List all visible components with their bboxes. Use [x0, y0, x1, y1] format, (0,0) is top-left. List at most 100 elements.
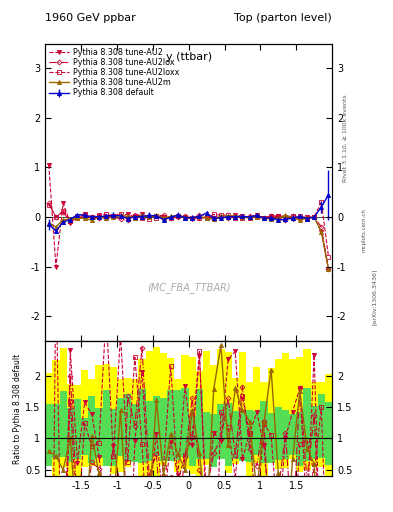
Pythia 8.308 tune-AU2loxx [111, 213, 116, 219]
Pythia 8.308 tune-AU2 [53, 264, 58, 270]
Pythia 8.308 tune-AU2 [276, 212, 281, 219]
Text: [arXiv:1306.3436]: [arXiv:1306.3436] [371, 269, 376, 325]
Pythia 8.308 tune-AU2lox [262, 215, 266, 221]
Pythia 8.308 tune-AU2lox [326, 266, 331, 272]
Pythia 8.308 tune-AU2lox [197, 212, 202, 218]
Pythia 8.308 tune-AU2m [204, 215, 209, 221]
Pythia 8.308 tune-AU2 [283, 216, 288, 222]
Pythia 8.308 tune-AU2 [219, 215, 223, 221]
Pythia 8.308 tune-AU2 [61, 200, 66, 206]
Pythia 8.308 tune-AU2 [154, 213, 159, 219]
Pythia 8.308 tune-AU2 [176, 213, 180, 219]
Pythia 8.308 tune-AU2lox [254, 213, 259, 219]
Pythia 8.308 tune-AU2m [140, 212, 144, 219]
Pythia 8.308 tune-AU2lox [168, 215, 173, 221]
Pythia 8.308 tune-AU2 [75, 212, 80, 219]
Pythia 8.308 tune-AU2lox [61, 209, 66, 215]
Pythia 8.308 tune-AU2 [147, 214, 152, 220]
Pythia 8.308 tune-AU2lox [312, 214, 316, 220]
Pythia 8.308 tune-AU2loxx [326, 253, 331, 260]
Pythia 8.308 tune-AU2m [226, 212, 230, 219]
Pythia 8.308 tune-AU2loxx [75, 215, 80, 221]
Pythia 8.308 tune-AU2m [233, 212, 238, 219]
Pythia 8.308 tune-AU2lox [132, 211, 137, 218]
Pythia 8.308 tune-AU2m [75, 216, 80, 222]
Pythia 8.308 tune-AU2loxx [276, 212, 281, 219]
Pythia 8.308 tune-AU2m [312, 214, 316, 220]
Pythia 8.308 tune-AU2loxx [226, 212, 230, 218]
Pythia 8.308 tune-AU2lox [190, 215, 195, 221]
Pythia 8.308 tune-AU2loxx [305, 216, 309, 222]
Pythia 8.308 tune-AU2loxx [211, 211, 216, 218]
Pythia 8.308 tune-AU2 [118, 214, 123, 220]
Pythia 8.308 tune-AU2m [269, 216, 274, 222]
Pythia 8.308 tune-AU2lox [97, 215, 101, 221]
Pythia 8.308 tune-AU2m [111, 214, 116, 220]
Pythia 8.308 tune-AU2m [125, 213, 130, 219]
Pythia 8.308 tune-AU2loxx [53, 214, 58, 220]
Pythia 8.308 tune-AU2loxx [140, 215, 144, 221]
Line: Pythia 8.308 tune-AU2: Pythia 8.308 tune-AU2 [47, 163, 331, 271]
Pythia 8.308 tune-AU2lox [283, 217, 288, 223]
Pythia 8.308 tune-AU2loxx [68, 218, 73, 224]
Pythia 8.308 tune-AU2m [104, 215, 108, 221]
Pythia 8.308 tune-AU2lox [154, 213, 159, 219]
Pythia 8.308 tune-AU2m [61, 217, 66, 223]
Pythia 8.308 tune-AU2loxx [82, 212, 87, 218]
Pythia 8.308 tune-AU2 [247, 215, 252, 221]
Pythia 8.308 tune-AU2loxx [90, 214, 94, 220]
Pythia 8.308 tune-AU2m [161, 215, 166, 221]
Legend: Pythia 8.308 tune-AU2, Pythia 8.308 tune-AU2lox, Pythia 8.308 tune-AU2loxx, Pyth: Pythia 8.308 tune-AU2, Pythia 8.308 tune… [48, 46, 180, 99]
Pythia 8.308 tune-AU2 [190, 216, 195, 222]
Pythia 8.308 tune-AU2loxx [183, 215, 187, 221]
Pythia 8.308 tune-AU2m [53, 224, 58, 230]
Pythia 8.308 tune-AU2 [233, 212, 238, 219]
Pythia 8.308 tune-AU2 [111, 212, 116, 219]
Text: mcplots.cern.ch: mcplots.cern.ch [362, 208, 367, 252]
Pythia 8.308 tune-AU2 [211, 216, 216, 222]
Pythia 8.308 tune-AU2 [226, 214, 230, 220]
Pythia 8.308 tune-AU2loxx [176, 214, 180, 220]
Pythia 8.308 tune-AU2loxx [247, 215, 252, 221]
Pythia 8.308 tune-AU2lox [305, 215, 309, 221]
Pythia 8.308 tune-AU2loxx [46, 202, 51, 208]
Pythia 8.308 tune-AU2m [147, 214, 152, 220]
Pythia 8.308 tune-AU2m [262, 215, 266, 221]
Line: Pythia 8.308 tune-AU2loxx: Pythia 8.308 tune-AU2loxx [47, 200, 330, 259]
Pythia 8.308 tune-AU2 [319, 229, 324, 235]
Pythia 8.308 tune-AU2 [132, 214, 137, 220]
Pythia 8.308 tune-AU2m [305, 215, 309, 221]
Pythia 8.308 tune-AU2m [319, 229, 324, 235]
Pythia 8.308 tune-AU2m [240, 214, 245, 220]
Text: y (ttbar): y (ttbar) [165, 52, 212, 62]
Pythia 8.308 tune-AU2loxx [154, 215, 159, 221]
Pythia 8.308 tune-AU2lox [298, 216, 302, 222]
Pythia 8.308 tune-AU2 [97, 212, 101, 219]
Pythia 8.308 tune-AU2m [211, 216, 216, 222]
Pythia 8.308 tune-AU2m [298, 217, 302, 223]
Pythia 8.308 tune-AU2 [240, 212, 245, 219]
Pythia 8.308 tune-AU2loxx [147, 216, 152, 222]
Pythia 8.308 tune-AU2lox [176, 215, 180, 221]
Pythia 8.308 tune-AU2lox [90, 214, 94, 220]
Pythia 8.308 tune-AU2m [190, 215, 195, 221]
Pythia 8.308 tune-AU2lox [140, 212, 144, 219]
Pythia 8.308 tune-AU2loxx [290, 213, 295, 219]
Pythia 8.308 tune-AU2 [254, 211, 259, 218]
Text: (MC_FBA_TTBAR): (MC_FBA_TTBAR) [147, 282, 230, 293]
Pythia 8.308 tune-AU2loxx [97, 212, 101, 218]
Pythia 8.308 tune-AU2lox [82, 214, 87, 220]
Pythia 8.308 tune-AU2loxx [61, 208, 66, 214]
Text: 1960 GeV ppbar: 1960 GeV ppbar [45, 13, 136, 23]
Pythia 8.308 tune-AU2loxx [132, 213, 137, 219]
Pythia 8.308 tune-AU2m [118, 212, 123, 218]
Pythia 8.308 tune-AU2lox [46, 200, 51, 206]
Pythia 8.308 tune-AU2lox [118, 216, 123, 222]
Pythia 8.308 tune-AU2loxx [197, 215, 202, 221]
Pythia 8.308 tune-AU2 [204, 214, 209, 220]
Pythia 8.308 tune-AU2lox [219, 214, 223, 220]
Pythia 8.308 tune-AU2 [90, 216, 94, 222]
Pythia 8.308 tune-AU2 [305, 214, 309, 220]
Pythia 8.308 tune-AU2loxx [254, 215, 259, 221]
Pythia 8.308 tune-AU2loxx [204, 216, 209, 222]
